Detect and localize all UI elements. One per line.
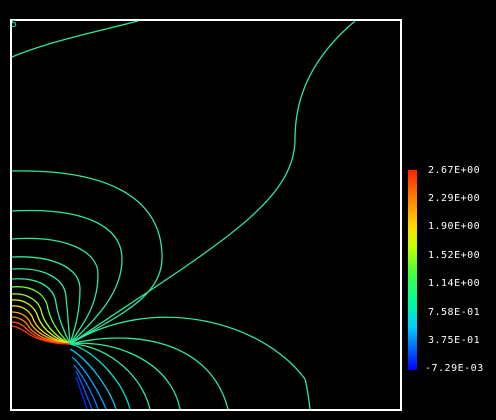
contour-line (11, 316, 71, 345)
contour-line (11, 293, 71, 345)
contour-line (11, 209, 123, 345)
contour-line (11, 170, 163, 345)
contour-line (11, 311, 71, 345)
contour-line (11, 278, 71, 345)
colorbar-label: 2.67E+00 (428, 165, 481, 176)
colorbar (408, 170, 417, 370)
colorbar-label: 3.75E-01 (428, 335, 481, 346)
contour-line (11, 305, 71, 345)
contour-line (11, 299, 71, 345)
contour-line (71, 356, 107, 410)
colorbar-label: -7.29E-03 (425, 363, 484, 374)
contour-line (75, 370, 93, 410)
contour-line (69, 343, 131, 410)
contour-line (69, 20, 356, 345)
contour-line (69, 316, 311, 410)
colorbar-label: 2.29E+00 (428, 193, 481, 204)
contour-plot (11, 20, 356, 410)
corner-label: 5 (11, 19, 18, 30)
colorbar-label: 1.52E+00 (428, 250, 481, 261)
contour-line (11, 286, 71, 345)
colorbar-label: 1.90E+00 (428, 221, 481, 232)
contour-line (69, 337, 229, 410)
colorbar-label: 7.58E-01 (428, 307, 481, 318)
contour-line (73, 364, 99, 410)
contour-line (11, 325, 71, 345)
contour-line (75, 376, 88, 410)
contour-line (11, 237, 99, 345)
contour-line (11, 256, 81, 345)
contour-line (11, 20, 139, 58)
contour-line (69, 342, 181, 410)
contour-line (69, 343, 151, 410)
contour-line (11, 268, 71, 345)
contour-line (69, 348, 117, 410)
plot-frame (10, 19, 402, 411)
colorbar-label: 1.14E+00 (428, 278, 481, 289)
